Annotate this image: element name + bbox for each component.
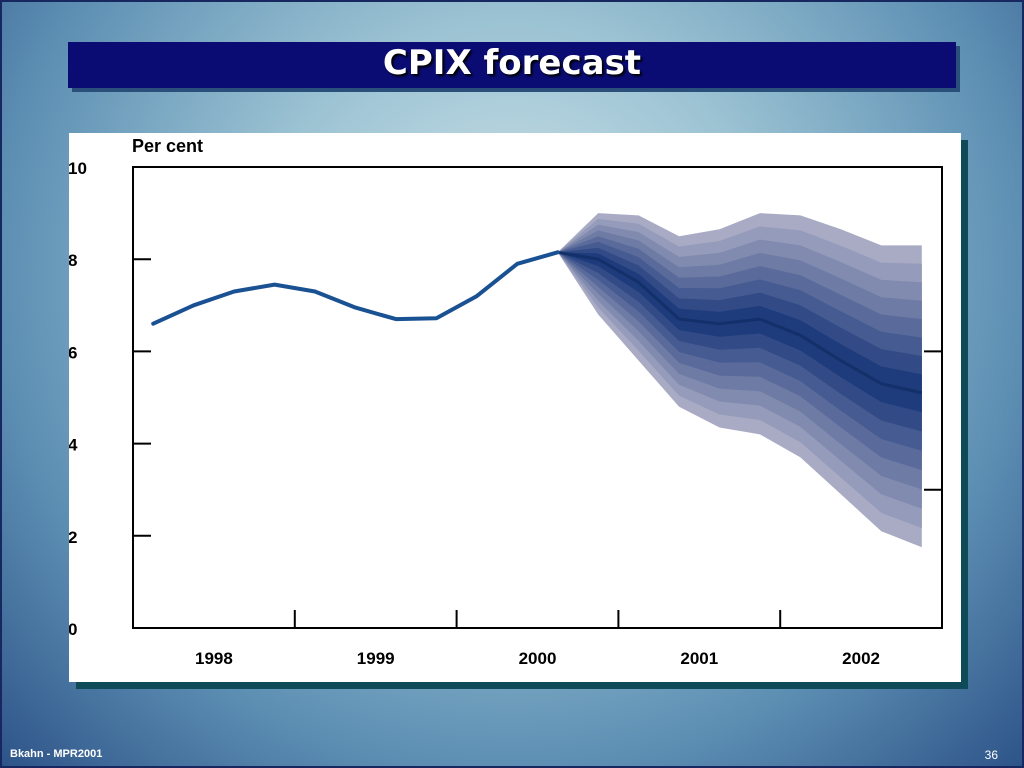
x-tick-label-2002: 2002 xyxy=(842,649,880,668)
cpix-history-line xyxy=(151,250,560,326)
slide-title: CPIX forecast xyxy=(382,43,642,83)
footer-credit: Bkahn - MPR2001 xyxy=(10,748,103,760)
fan-central-line xyxy=(557,250,923,395)
title-bar: CPIX forecast xyxy=(68,42,956,88)
y-tick-label-0: 0 xyxy=(69,620,77,639)
y-tick-label-2: 2 xyxy=(69,528,77,547)
x-tick-label-2000: 2000 xyxy=(519,649,557,668)
cpix-fan-chart: 0 2 4 6 8 10 1998 1999 2000 2001 2002 Per cent xyxy=(69,136,943,668)
x-tick-label-2001: 2001 xyxy=(680,649,718,668)
x-tick-label-1999: 1999 xyxy=(357,649,395,668)
y-axis-label: Per cent xyxy=(132,136,203,156)
y-tick-label-4: 4 xyxy=(69,436,78,455)
y-tick-label-6: 6 xyxy=(69,343,77,362)
slide-number: 36 xyxy=(984,748,998,762)
y-tick-label-10: 10 xyxy=(69,159,87,178)
chart-panel: 0 2 4 6 8 10 1998 1999 2000 2001 2002 Per cent xyxy=(69,133,961,682)
y-tick-label-8: 8 xyxy=(69,251,77,270)
plot-frame xyxy=(132,166,943,629)
x-tick-label-1998: 1998 xyxy=(195,649,233,668)
